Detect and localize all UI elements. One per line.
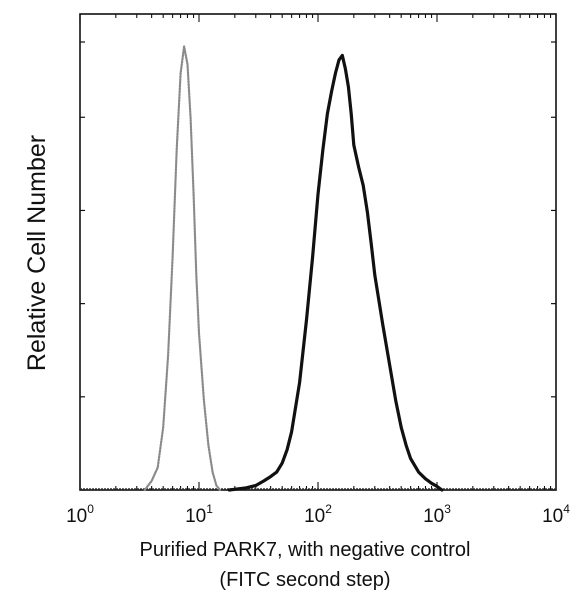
data-point (388, 363, 391, 366)
series-layer (80, 45, 556, 492)
data-point (326, 112, 329, 115)
y-axis-ticks (80, 41, 556, 491)
data-point (183, 45, 186, 48)
x-tick-label: 104 (542, 502, 570, 527)
data-point (207, 444, 210, 447)
data-point (262, 479, 265, 483)
control-histogram-line (143, 45, 222, 492)
data-point (195, 274, 198, 276)
data-point (175, 148, 178, 151)
x-tick-label: 102 (304, 502, 332, 527)
x-tick-label: 101 (185, 502, 213, 527)
data-point (373, 273, 376, 277)
data-point (311, 255, 314, 259)
data-point (440, 488, 444, 492)
data-point (203, 399, 205, 402)
data-point (285, 448, 289, 451)
data-point (254, 484, 257, 487)
data-point (424, 477, 427, 480)
data-point (430, 482, 433, 485)
data-point (192, 193, 195, 196)
data-point (316, 193, 320, 196)
data-point (370, 242, 373, 245)
data-point (334, 72, 337, 75)
data-point (337, 58, 341, 62)
data-point (280, 461, 284, 465)
data-point (357, 166, 360, 169)
data-point (186, 63, 189, 66)
data-point (179, 72, 182, 75)
data-point (228, 488, 231, 492)
data-point (381, 323, 384, 326)
data-point (330, 90, 333, 93)
data-point (167, 354, 170, 357)
data-point (341, 54, 344, 57)
x-axis-title-line2: (FITC second step) (219, 569, 390, 591)
data-point (156, 466, 159, 469)
plot-frame (79, 13, 557, 491)
data-point (298, 381, 301, 384)
data-point (290, 430, 293, 433)
data-point (275, 470, 278, 474)
data-point (417, 470, 420, 474)
data-point (189, 117, 192, 120)
data-point (198, 332, 200, 335)
park7-histogram-line (227, 53, 444, 492)
data-point (150, 480, 153, 482)
data-point (269, 475, 272, 478)
data-point (245, 486, 248, 489)
data-point (215, 484, 218, 487)
data-point (409, 457, 412, 460)
x-tick-label: 100 (66, 502, 94, 527)
data-point (347, 85, 350, 89)
data-point (219, 489, 221, 491)
data-point (399, 426, 403, 429)
data-point (394, 399, 397, 402)
data-point (352, 143, 356, 147)
data-point (362, 184, 365, 187)
y-axis-title: Relative Cell Number (23, 135, 51, 371)
data-point (211, 471, 214, 473)
data-point (162, 426, 165, 429)
data-point (305, 318, 308, 321)
data-point (435, 485, 439, 488)
x-axis-ticks (79, 14, 552, 490)
x-axis-tick-labels: 100 101 102 103 104 (66, 502, 570, 527)
data-point (143, 489, 146, 491)
data-point (366, 211, 369, 214)
data-point (321, 148, 325, 151)
x-tick-label: 103 (423, 502, 451, 527)
data-point (349, 112, 353, 115)
data-point (344, 67, 347, 71)
x-axis-title: Purified PARK7, with negative control (140, 539, 471, 561)
data-point (171, 256, 174, 258)
data-point (404, 444, 408, 447)
